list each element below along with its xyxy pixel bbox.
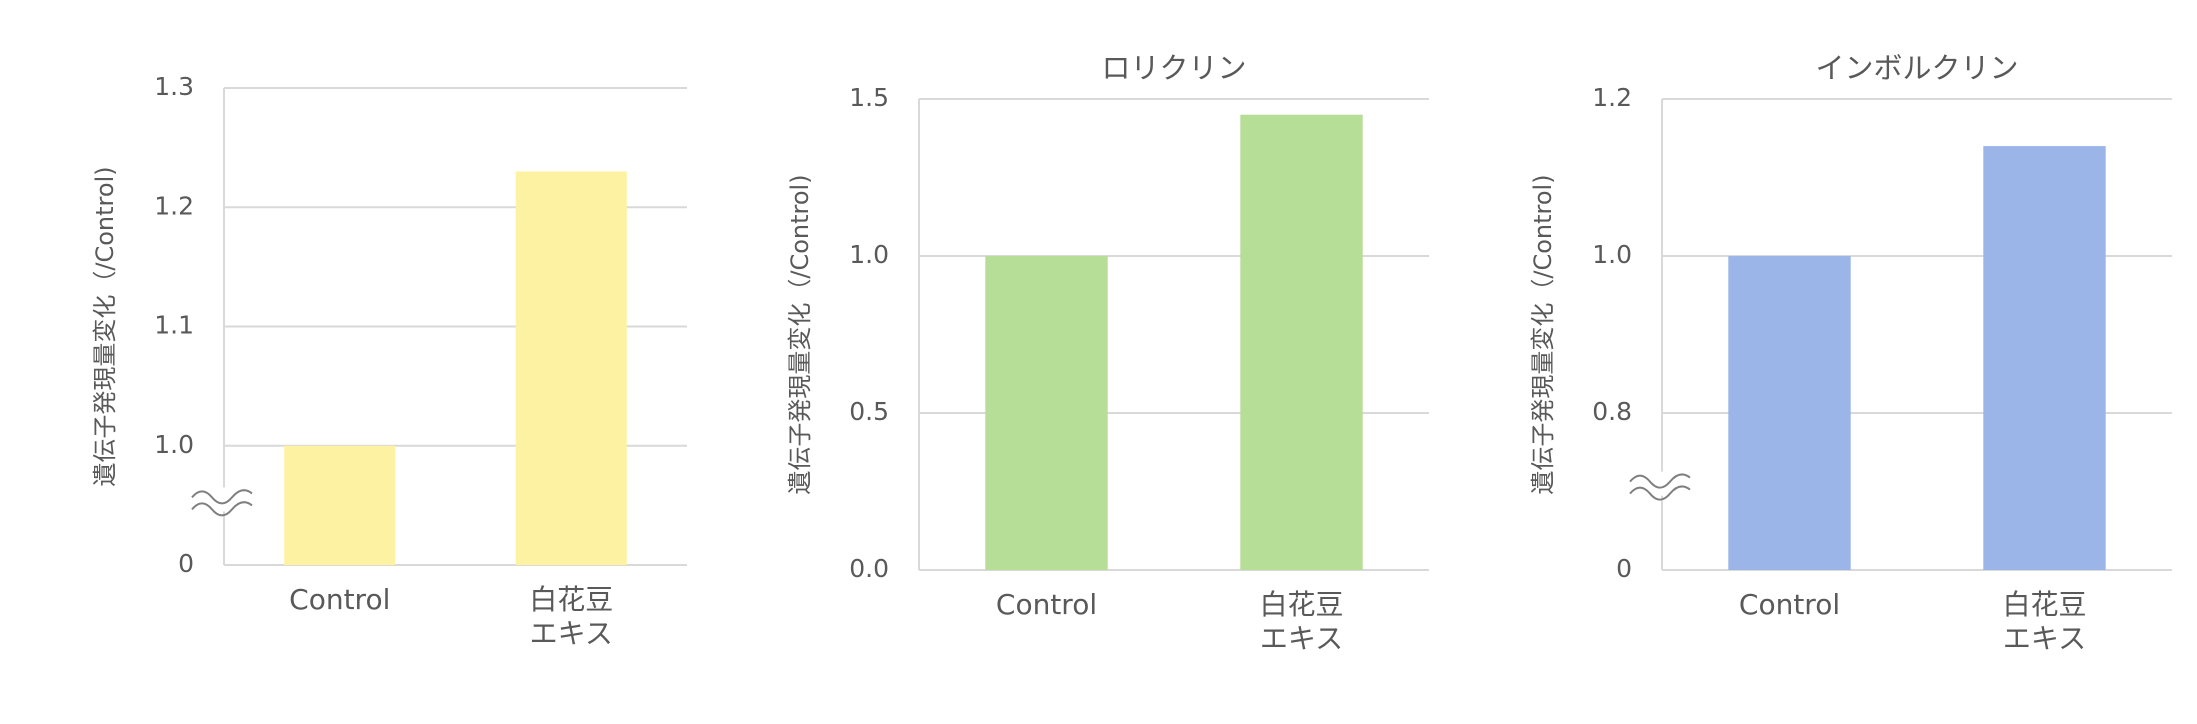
- y-axis-label: 遺伝子発現量変化（/Control): [786, 174, 814, 494]
- chart-title: ロリクリン: [1101, 51, 1246, 85]
- y-tick-label: 0: [1616, 554, 1632, 583]
- y-tick-label: 0.8: [1592, 397, 1632, 426]
- x-tick-label: Control: [1738, 588, 1841, 621]
- axis-break-gap: [1658, 471, 1666, 496]
- bar: [515, 171, 627, 565]
- chart-title: インボルクリン: [1815, 51, 2018, 85]
- axis-break: [1629, 473, 1691, 489]
- y-tick-label: 1.0: [849, 240, 889, 269]
- y-tick-label: 0: [178, 549, 194, 578]
- x-tick-label: Control: [289, 583, 391, 616]
- bar: [1240, 114, 1363, 570]
- x-tick-label: Control: [995, 588, 1098, 621]
- axis-break: [1629, 485, 1691, 501]
- bar: [1983, 146, 2106, 570]
- y-tick-label: 1.3: [154, 72, 194, 101]
- axis-break: [191, 501, 253, 517]
- x-tick-label: 白花豆 エキス: [1259, 588, 1344, 656]
- bar: [284, 445, 396, 565]
- y-tick-label: 0.5: [849, 397, 889, 426]
- y-axis-label: 遺伝子発現量変化（/Control): [91, 166, 119, 486]
- x-tick-label: 白花豆 エキス: [2002, 588, 2087, 656]
- axis-break-gap: [220, 487, 228, 512]
- axis-break: [191, 489, 253, 505]
- y-tick-label: 1.2: [154, 191, 194, 220]
- y-tick-label: 1.0: [154, 430, 194, 459]
- y-tick-label: 0.0: [849, 554, 889, 583]
- bar: [985, 256, 1108, 570]
- y-tick-label: 1.1: [154, 311, 194, 340]
- y-axis-label: 遺伝子発現量変化（/Control): [1529, 174, 1557, 494]
- bar: [1728, 256, 1851, 570]
- y-tick-label: 1.2: [1592, 83, 1632, 112]
- x-tick-label: 白花豆 エキス: [529, 583, 614, 651]
- y-tick-label: 1.5: [849, 83, 889, 112]
- y-tick-label: 1.0: [1592, 240, 1632, 269]
